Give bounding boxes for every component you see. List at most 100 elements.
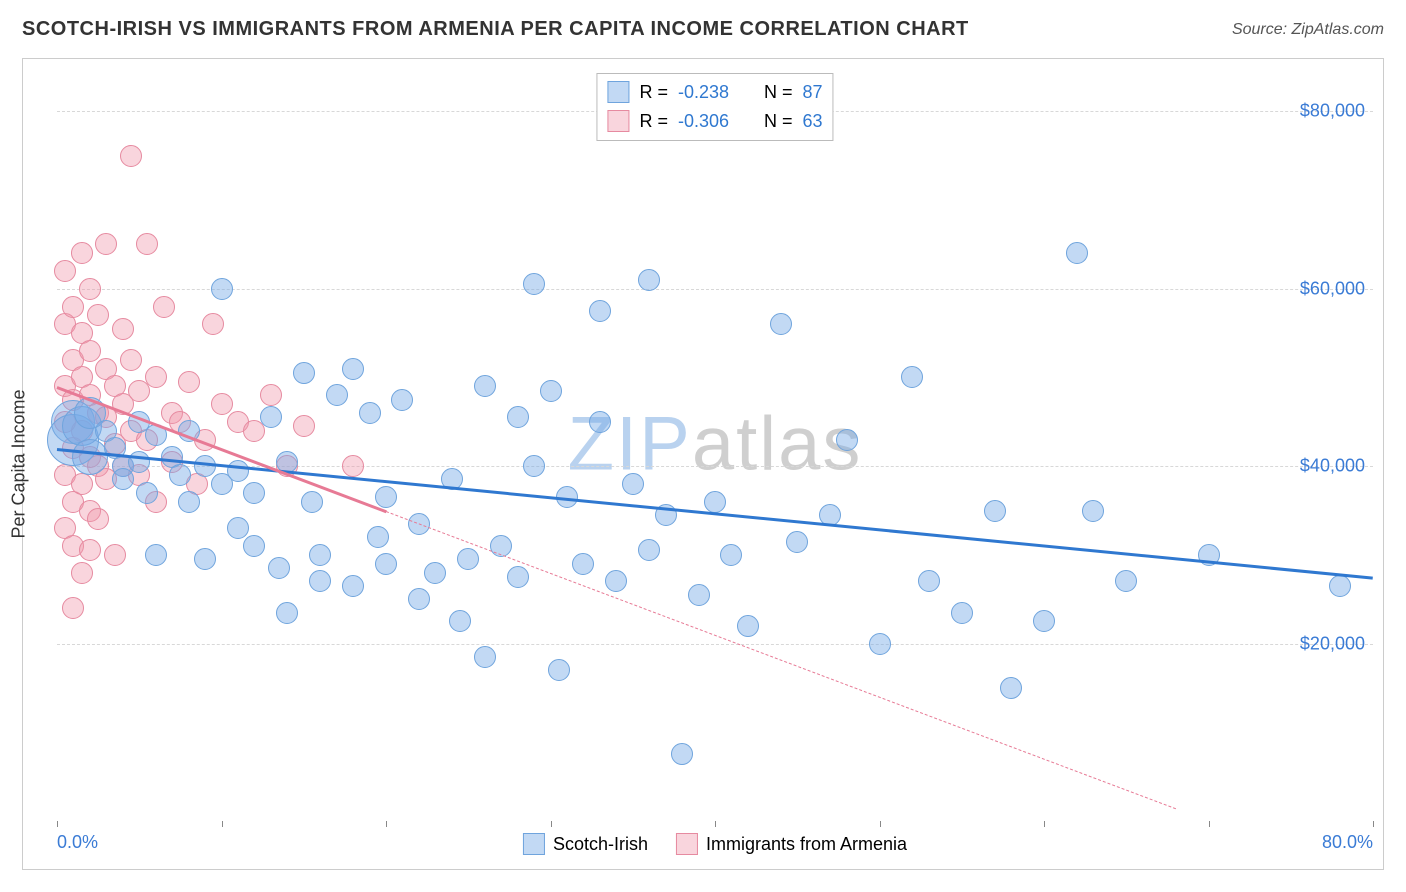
n-label: N = bbox=[764, 78, 793, 107]
data-point-scotch-irish bbox=[1115, 570, 1137, 592]
r-value: -0.306 bbox=[678, 107, 729, 136]
data-point-scotch-irish bbox=[638, 539, 660, 561]
source-credit: Source: ZipAtlas.com bbox=[1232, 21, 1384, 39]
gridline bbox=[57, 289, 1373, 290]
data-point-scotch-irish bbox=[293, 362, 315, 384]
data-point-scotch-irish bbox=[984, 500, 1006, 522]
data-point-armenia bbox=[145, 366, 167, 388]
legend-swatch bbox=[523, 833, 545, 855]
trendline-scotch-irish bbox=[57, 448, 1373, 580]
data-point-scotch-irish bbox=[836, 429, 858, 451]
data-point-armenia bbox=[71, 562, 93, 584]
data-point-scotch-irish bbox=[169, 464, 191, 486]
x-tick bbox=[1209, 821, 1210, 827]
page-title: SCOTCH-IRISH VS IMMIGRANTS FROM ARMENIA … bbox=[22, 18, 969, 41]
data-point-scotch-irish bbox=[622, 473, 644, 495]
data-point-armenia bbox=[87, 508, 109, 530]
data-point-scotch-irish bbox=[128, 451, 150, 473]
data-point-scotch-irish bbox=[901, 366, 923, 388]
data-point-armenia bbox=[79, 539, 101, 561]
data-point-scotch-irish bbox=[507, 566, 529, 588]
data-point-scotch-irish bbox=[326, 384, 348, 406]
data-point-scotch-irish bbox=[309, 570, 331, 592]
data-point-scotch-irish bbox=[227, 517, 249, 539]
watermark: ZIPatlas bbox=[568, 401, 863, 488]
data-point-armenia bbox=[71, 473, 93, 495]
data-point-scotch-irish bbox=[375, 486, 397, 508]
data-point-scotch-irish bbox=[301, 491, 323, 513]
data-point-armenia bbox=[79, 340, 101, 362]
x-axis-max-label: 80.0% bbox=[1322, 832, 1373, 853]
x-tick bbox=[57, 821, 58, 827]
data-point-scotch-irish bbox=[194, 548, 216, 570]
x-tick bbox=[222, 821, 223, 827]
data-point-armenia bbox=[293, 415, 315, 437]
y-tick-label: $20,000 bbox=[1300, 633, 1365, 654]
data-point-scotch-irish bbox=[178, 491, 200, 513]
data-point-scotch-irish bbox=[309, 544, 331, 566]
data-point-scotch-irish bbox=[1066, 242, 1088, 264]
r-label: R = bbox=[639, 78, 668, 107]
data-point-scotch-irish bbox=[227, 460, 249, 482]
data-point-scotch-irish bbox=[523, 455, 545, 477]
chart-container: Per Capita Income ZIPatlas R = -0.238 N … bbox=[22, 58, 1384, 870]
data-point-scotch-irish bbox=[342, 575, 364, 597]
y-tick-label: $40,000 bbox=[1300, 456, 1365, 477]
y-tick-label: $80,000 bbox=[1300, 101, 1365, 122]
data-point-scotch-irish bbox=[770, 313, 792, 335]
data-point-armenia bbox=[136, 233, 158, 255]
x-tick bbox=[551, 821, 552, 827]
data-point-scotch-irish bbox=[359, 402, 381, 424]
series-legend-item: Immigrants from Armenia bbox=[676, 833, 907, 855]
y-tick-label: $60,000 bbox=[1300, 278, 1365, 299]
data-point-scotch-irish bbox=[474, 646, 496, 668]
data-point-scotch-irish bbox=[72, 439, 108, 475]
data-point-scotch-irish bbox=[704, 491, 726, 513]
source-prefix: Source: bbox=[1232, 21, 1292, 38]
legend-swatch bbox=[607, 110, 629, 132]
x-tick bbox=[715, 821, 716, 827]
x-tick bbox=[386, 821, 387, 827]
data-point-scotch-irish bbox=[1033, 610, 1055, 632]
series-legend-label: Scotch-Irish bbox=[553, 834, 648, 855]
data-point-scotch-irish bbox=[918, 570, 940, 592]
data-point-scotch-irish bbox=[548, 659, 570, 681]
data-point-armenia bbox=[104, 544, 126, 566]
data-point-armenia bbox=[79, 278, 101, 300]
source-name: ZipAtlas.com bbox=[1292, 21, 1384, 38]
data-point-armenia bbox=[62, 296, 84, 318]
data-point-scotch-irish bbox=[786, 531, 808, 553]
data-point-scotch-irish bbox=[145, 544, 167, 566]
correlation-legend: R = -0.238 N = 87R = -0.306 N = 63 bbox=[596, 73, 833, 141]
x-axis-min-label: 0.0% bbox=[57, 832, 98, 853]
series-legend: Scotch-Irish Immigrants from Armenia bbox=[523, 833, 907, 855]
data-point-scotch-irish bbox=[474, 375, 496, 397]
data-point-scotch-irish bbox=[276, 602, 298, 624]
r-value: -0.238 bbox=[678, 78, 729, 107]
data-point-scotch-irish bbox=[605, 570, 627, 592]
data-point-scotch-irish bbox=[367, 526, 389, 548]
series-legend-label: Immigrants from Armenia bbox=[706, 834, 907, 855]
data-point-armenia bbox=[342, 455, 364, 477]
legend-swatch bbox=[607, 81, 629, 103]
data-point-scotch-irish bbox=[424, 562, 446, 584]
data-point-armenia bbox=[211, 393, 233, 415]
series-legend-item: Scotch-Irish bbox=[523, 833, 648, 855]
data-point-scotch-irish bbox=[391, 389, 413, 411]
y-axis-label: Per Capita Income bbox=[9, 389, 30, 538]
data-point-armenia bbox=[178, 371, 200, 393]
x-tick bbox=[1044, 821, 1045, 827]
plot-area: ZIPatlas R = -0.238 N = 87R = -0.306 N =… bbox=[57, 67, 1373, 821]
data-point-scotch-irish bbox=[211, 278, 233, 300]
data-point-scotch-irish bbox=[951, 602, 973, 624]
data-point-scotch-irish bbox=[375, 553, 397, 575]
data-point-armenia bbox=[202, 313, 224, 335]
data-point-scotch-irish bbox=[112, 468, 134, 490]
data-point-armenia bbox=[112, 318, 134, 340]
gridline bbox=[57, 644, 1373, 645]
data-point-scotch-irish bbox=[671, 743, 693, 765]
data-point-scotch-irish bbox=[869, 633, 891, 655]
data-point-scotch-irish bbox=[737, 615, 759, 637]
x-tick bbox=[1373, 821, 1374, 827]
data-point-scotch-irish bbox=[342, 358, 364, 380]
